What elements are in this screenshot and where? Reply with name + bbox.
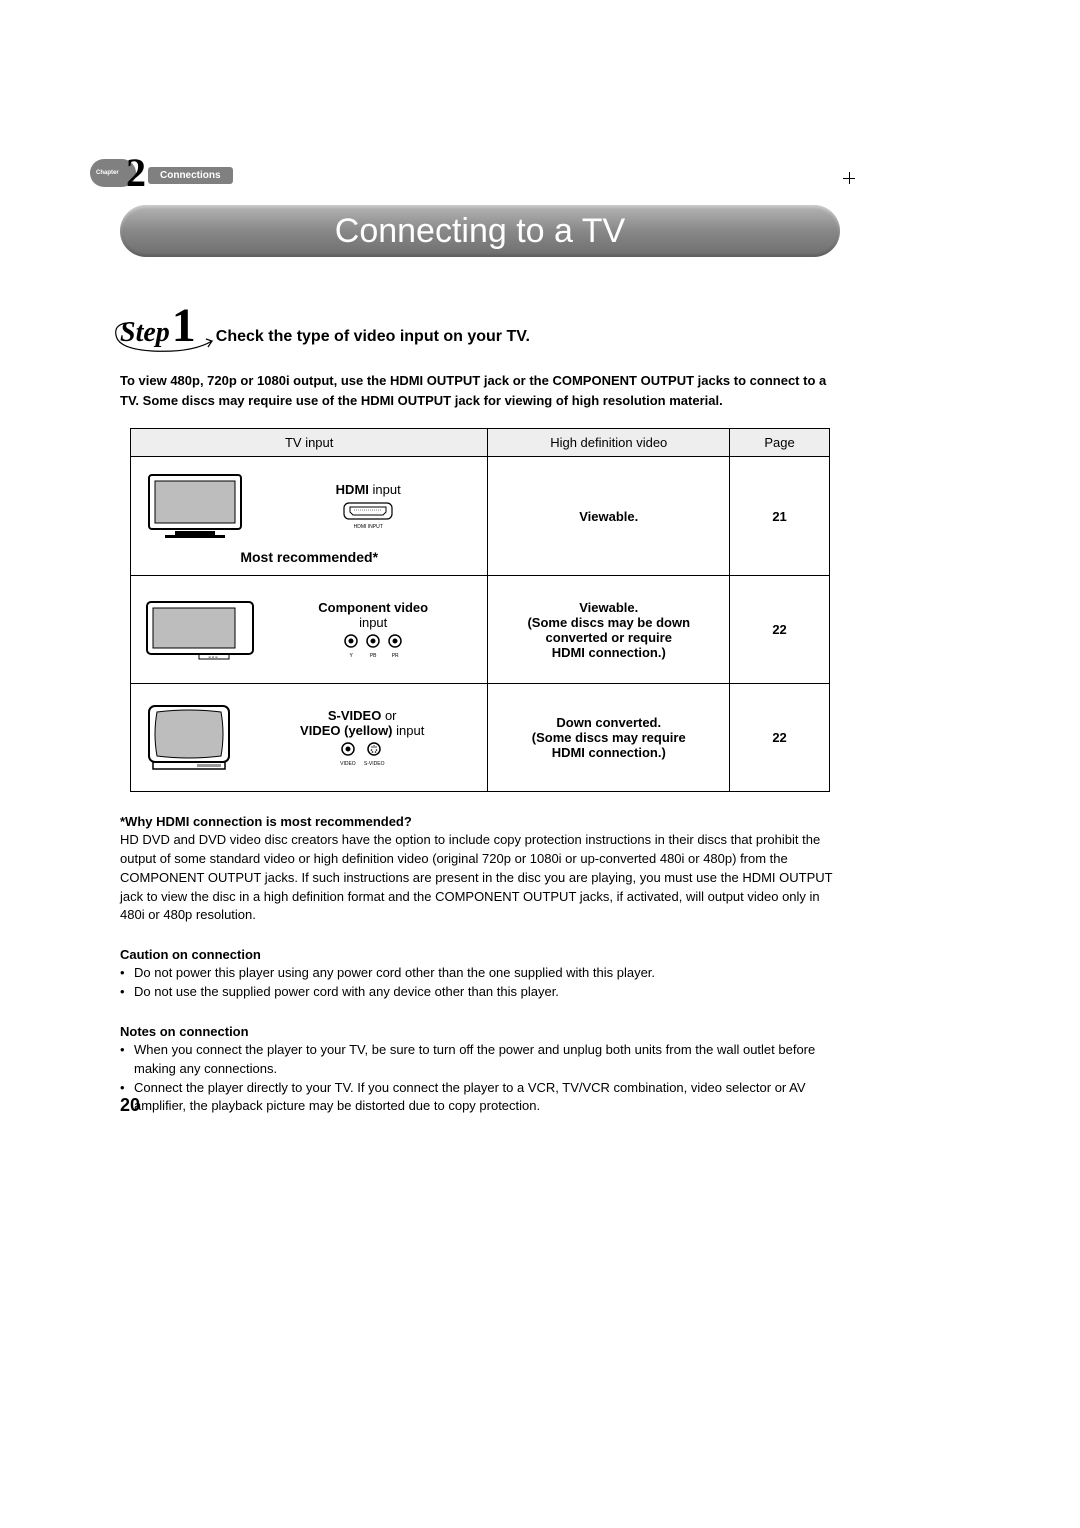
rca-pb-icon: PB xyxy=(365,634,381,659)
svideo-bold1: S-VIDEO xyxy=(328,708,381,723)
table-row: S-VIDEO or VIDEO (yellow) input VIDEO S-… xyxy=(131,684,830,792)
list-item: Connect the player directly to your TV. … xyxy=(120,1079,840,1117)
why-heading: *Why HDMI connection is most recommended… xyxy=(120,814,840,829)
crt-tv-icon xyxy=(145,702,233,774)
intro-text: To view 480p, 720p or 1080i output, use … xyxy=(120,371,840,410)
input-desc-svideo: S-VIDEO or VIDEO (yellow) input VIDEO S-… xyxy=(251,708,473,767)
component-bold: Component video xyxy=(318,600,428,615)
hd-cell-component: Viewable. (Some discs may be down conver… xyxy=(488,576,730,684)
component-rest: input xyxy=(273,615,473,630)
input-desc-hdmi: HDMI input HDMI INPUT xyxy=(263,482,473,530)
hdmi-rest: input xyxy=(369,482,401,497)
hdmi-port-label: HDMI INPUT xyxy=(263,524,473,530)
step-swoosh-icon xyxy=(112,317,222,355)
list-item: Do not power this player using any power… xyxy=(120,964,840,983)
notes-heading: Notes on connection xyxy=(120,1024,840,1039)
recommend-text: Most recommended* xyxy=(141,549,477,569)
col-header-page: Page xyxy=(730,429,830,457)
table-row: ⊖ ⊝ ⊝ Component video input Y PB PR View… xyxy=(131,576,830,684)
list-item: Do not use the supplied power cord with … xyxy=(120,983,840,1002)
col-header-hd: High definition video xyxy=(488,429,730,457)
connection-table: TV input High definition video Page HDMI… xyxy=(130,428,830,792)
notes-section: Notes on connection When you connect the… xyxy=(120,1024,840,1116)
svideo-port-icon: S-VIDEO xyxy=(364,742,385,767)
list-item: When you connect the player to your TV, … xyxy=(120,1041,840,1079)
hd-cell-hdmi: Viewable. xyxy=(488,457,730,576)
caution-heading: Caution on connection xyxy=(120,947,840,962)
step-heading-row: Step 1 Check the type of video input on … xyxy=(120,307,940,349)
page-title: Connecting to a TV xyxy=(335,212,625,251)
chapter-label: Chapter xyxy=(96,170,119,176)
page-cell-hdmi: 21 xyxy=(730,457,830,576)
svideo-bold2: VIDEO (yellow) xyxy=(300,723,392,738)
page-cell-svideo: 22 xyxy=(730,684,830,792)
rca-pr-icon: PR xyxy=(387,634,403,659)
wide-crt-tv-icon: ⊖ ⊝ ⊝ xyxy=(145,596,255,664)
svideo-rest: input xyxy=(393,723,425,738)
flat-tv-icon xyxy=(145,471,245,541)
chapter-number: 2 xyxy=(126,149,146,196)
svg-text:⊖ ⊝ ⊝: ⊖ ⊝ ⊝ xyxy=(208,655,218,659)
caution-section: Caution on connection Do not power this … xyxy=(120,947,840,1002)
table-header-row: TV input High definition video Page xyxy=(131,429,830,457)
col-header-input: TV input xyxy=(131,429,488,457)
hdmi-bold: HDMI xyxy=(336,482,369,497)
why-body: HD DVD and DVD video disc creators have … xyxy=(120,831,840,925)
step-badge: Step 1 xyxy=(120,307,196,349)
chapter-tab: Chapter 2 Connections xyxy=(120,165,940,195)
chapter-name: Connections xyxy=(148,167,233,184)
page-number: 20 xyxy=(120,1095,140,1116)
rca-y-icon: Y xyxy=(343,634,359,659)
input-cell-component: ⊖ ⊝ ⊝ Component video input Y PB PR xyxy=(131,576,488,684)
hdmi-port-icon xyxy=(342,501,394,521)
page-content: Chapter 2 Connections Connecting to a TV… xyxy=(120,165,940,1116)
why-section: *Why HDMI connection is most recommended… xyxy=(120,814,840,925)
page-title-bar: Connecting to a TV xyxy=(120,205,840,257)
input-cell-svideo: S-VIDEO or VIDEO (yellow) input VIDEO S-… xyxy=(131,684,488,792)
step-title: Check the type of video input on your TV… xyxy=(216,328,530,346)
hd-cell-svideo: Down converted. (Some discs may require … xyxy=(488,684,730,792)
page-cell-component: 22 xyxy=(730,576,830,684)
svideo-mid: or xyxy=(381,708,396,723)
input-cell-hdmi: HDMI input HDMI INPUT Most recommended* xyxy=(131,457,488,576)
table-row: HDMI input HDMI INPUT Most recommended* … xyxy=(131,457,830,576)
input-desc-component: Component video input Y PB PR xyxy=(273,600,473,659)
rca-video-icon: VIDEO xyxy=(340,742,356,767)
